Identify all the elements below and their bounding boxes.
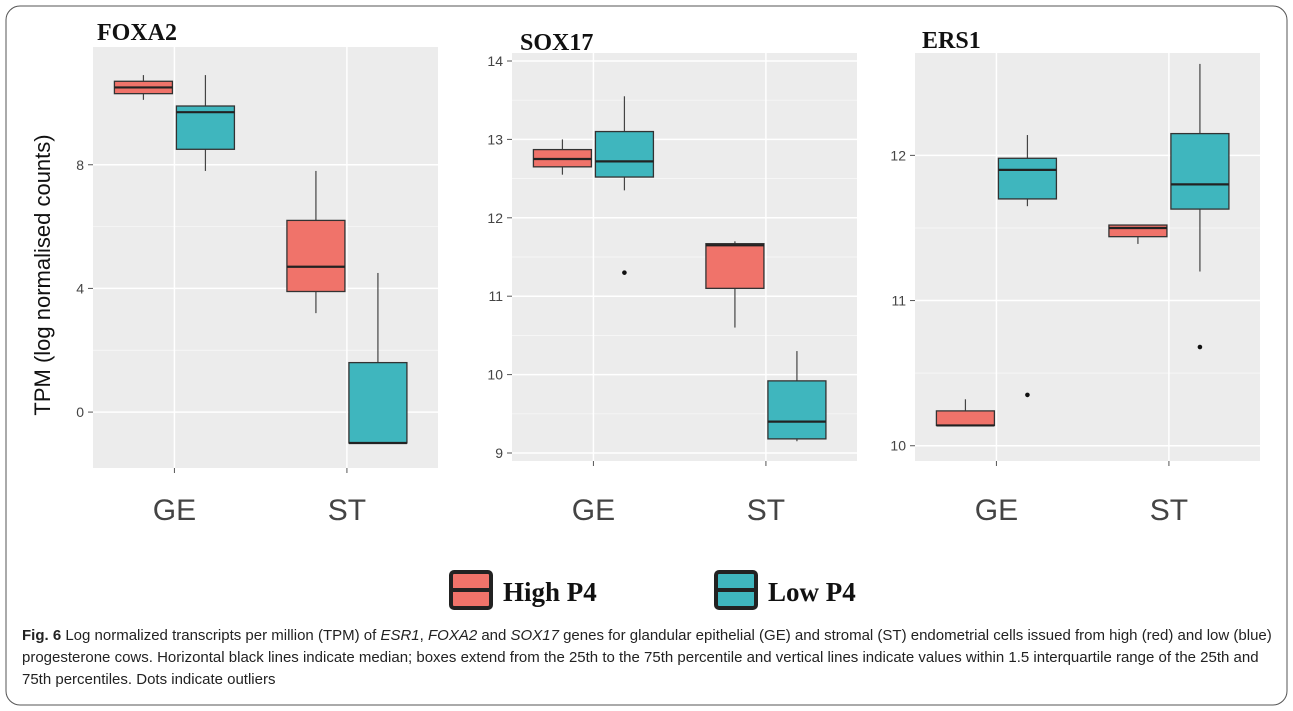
- figure-caption: Fig. 6 Log normalized transcripts per mi…: [22, 625, 1272, 691]
- box-iqr: [348, 361, 408, 444]
- panel-foxa2: 0 4 8 GE ST FOXA2: [76, 20, 438, 527]
- x-tick-label: GE: [975, 494, 1018, 527]
- box-iqr: [594, 130, 655, 178]
- caption-segment: and: [477, 627, 511, 644]
- panel-title: SOX17: [520, 30, 593, 56]
- panel-ers1: 10 11 12 GE ST ERS1: [890, 28, 1260, 527]
- y-tick-label: 10: [487, 367, 503, 383]
- caption-gene-name: FOXA2: [427, 627, 478, 644]
- y-tick-label: 13: [487, 131, 503, 147]
- y-tick-label: 12: [890, 147, 906, 163]
- outlier-point: [1197, 344, 1203, 350]
- legend-item-high: High P4: [449, 570, 597, 610]
- x-tick-label: ST: [328, 494, 366, 527]
- y-tick-label: 14: [487, 53, 503, 69]
- legend-label-high: High P4: [503, 577, 597, 607]
- box-low-ge: [175, 75, 236, 171]
- box-low-ge: [594, 96, 655, 275]
- box-high-st: [705, 241, 765, 328]
- box-low-st: [1170, 63, 1230, 350]
- y-tick-label: 11: [891, 293, 906, 309]
- box-iqr: [1108, 224, 1168, 238]
- panel-title: FOXA2: [97, 20, 177, 46]
- y-tick-label: 11: [488, 288, 503, 304]
- caption-text: Log normalized transcripts per million (…: [22, 627, 1272, 688]
- caption-segment: genes for glandular epithelial (GE) and …: [22, 627, 1272, 688]
- legend: High P4 Low P4: [449, 570, 856, 610]
- y-tick-label: 4: [76, 280, 84, 296]
- y-tick-label: 8: [76, 157, 84, 173]
- x-tick-label: GE: [572, 494, 615, 527]
- y-tick-label: 0: [76, 404, 84, 420]
- caption-gene-name: SOX17: [510, 627, 559, 644]
- box-low-ge: [997, 135, 1058, 398]
- box-iqr: [286, 219, 346, 293]
- x-tick-label: ST: [747, 494, 785, 527]
- y-axis-label: TPM (log normalised counts): [30, 134, 55, 415]
- caption-segment: ,: [419, 627, 428, 644]
- chart-panels: 0 4 8 GE ST FOXA2 9 10 11 12 13 14 GE ST SOX17 10 11 12 GE…: [76, 20, 1260, 527]
- box-high-st: [286, 170, 346, 314]
- y-tick-label: 12: [487, 210, 503, 226]
- box-iqr: [935, 410, 996, 427]
- box-low-st: [767, 351, 827, 442]
- caption-gene-name: ESR1: [380, 627, 420, 644]
- caption-segment: Log normalized transcripts per million (…: [61, 627, 381, 644]
- box-low-st: [348, 272, 408, 445]
- caption-fig-label: Fig. 6: [22, 627, 62, 644]
- box-iqr: [997, 157, 1058, 200]
- outlier-point: [1025, 392, 1030, 398]
- box-iqr: [767, 380, 827, 440]
- box-iqr: [1170, 132, 1230, 210]
- box-high-ge: [935, 399, 996, 427]
- panel-sox17: 9 10 11 12 13 14 GE ST SOX17: [487, 30, 857, 527]
- box-high-st: [1108, 224, 1168, 244]
- panel-background: [915, 53, 1260, 461]
- box-high-ge: [532, 139, 593, 175]
- x-tick-label: GE: [153, 494, 196, 527]
- box-iqr: [705, 243, 765, 290]
- legend-item-low: Low P4: [714, 570, 856, 610]
- y-tick-label: 9: [495, 445, 503, 461]
- panel-title: ERS1: [922, 28, 981, 54]
- y-tick-label: 10: [890, 438, 906, 454]
- legend-label-low: Low P4: [768, 577, 856, 607]
- outlier-point: [622, 270, 627, 275]
- x-tick-label: ST: [1150, 494, 1188, 527]
- box-high-ge: [113, 75, 174, 100]
